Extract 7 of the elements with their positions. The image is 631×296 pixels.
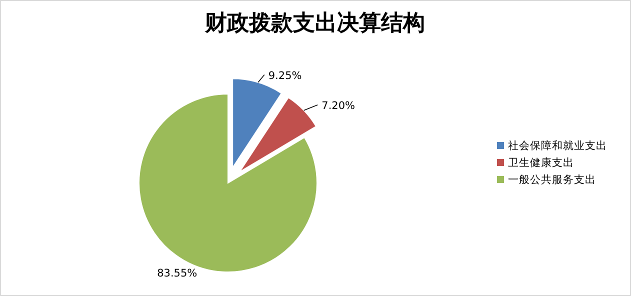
legend-label: 卫生健康支出 xyxy=(508,156,574,169)
legend-label: 一般公共服务支出 xyxy=(508,173,596,186)
data-label: 83.55% xyxy=(157,268,198,280)
data-label: 7.20% xyxy=(322,100,356,112)
chart-title: 财政拨款支出决算结构 xyxy=(204,10,425,36)
data-label: 9.25% xyxy=(268,70,302,82)
legend-label: 社会保障和就业支出 xyxy=(508,139,607,152)
